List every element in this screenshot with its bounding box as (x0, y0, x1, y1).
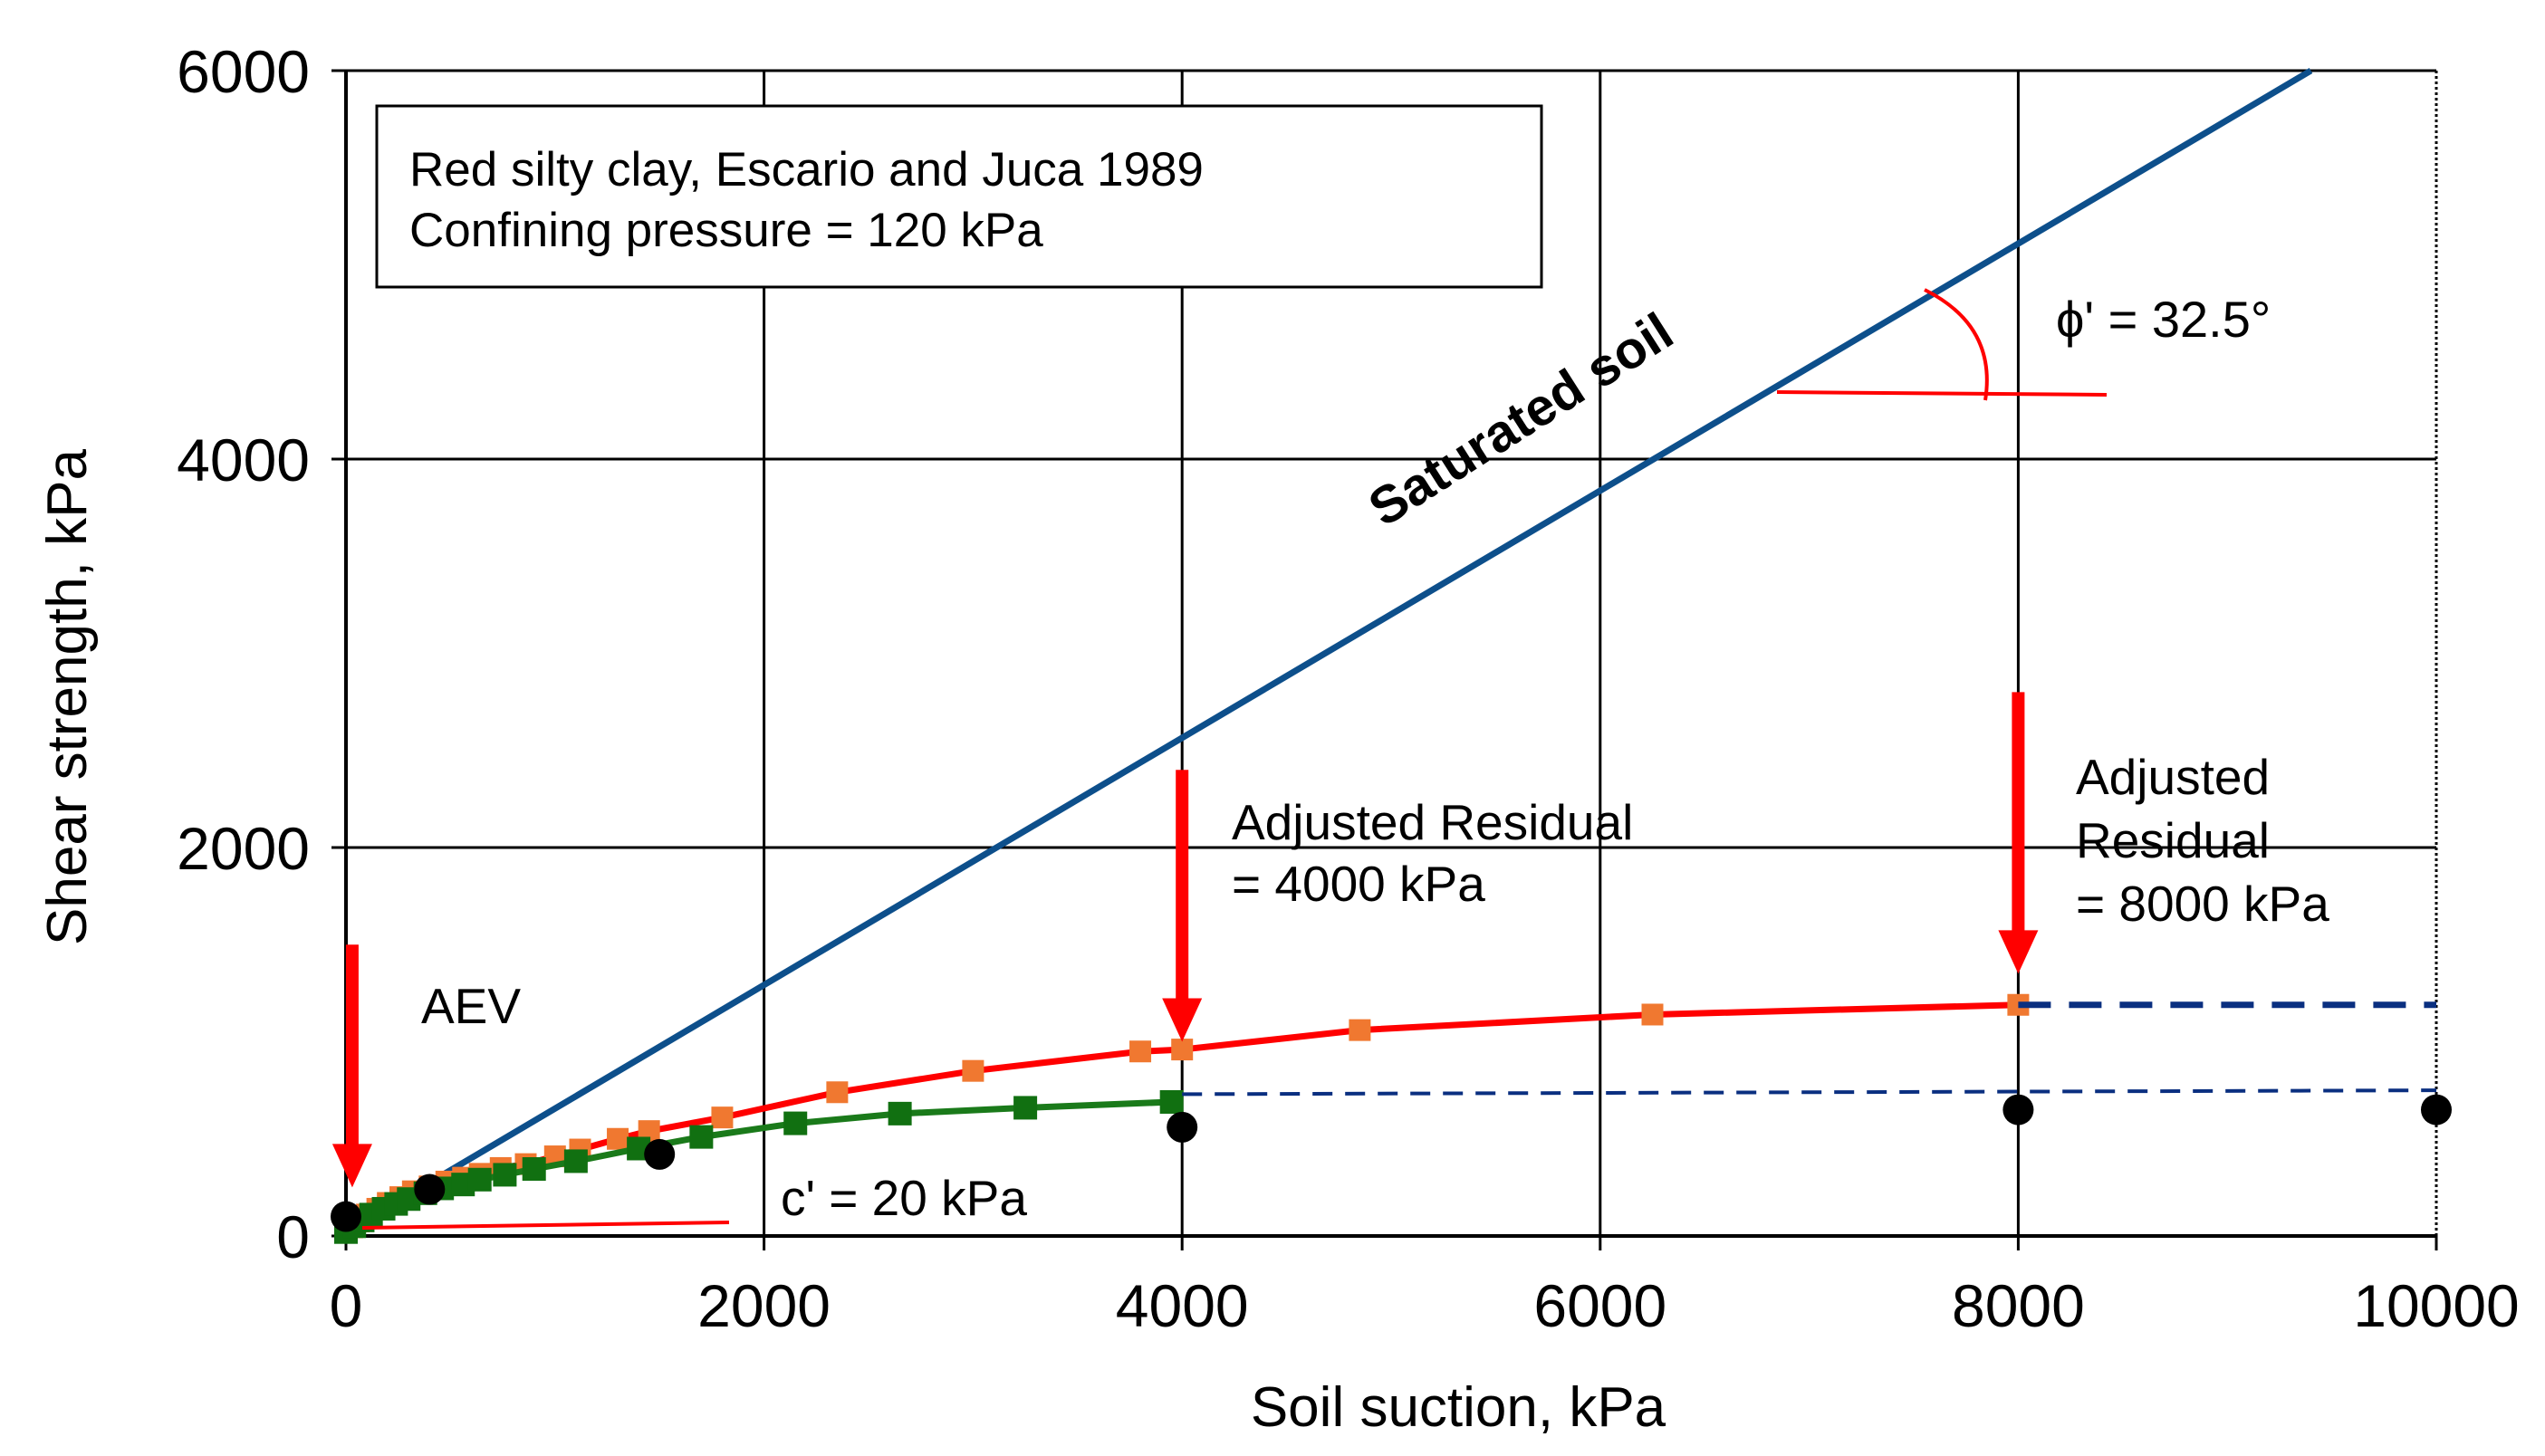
aev-label: AEV (421, 978, 521, 1034)
measured-point (1167, 1111, 1198, 1143)
info-box-line-2: Confining pressure = 120 kPa (409, 204, 1043, 257)
green-curve-marker (522, 1156, 546, 1181)
measured-point (414, 1173, 446, 1205)
cohesion-label: c' = 20 kPa (781, 1170, 1027, 1226)
x-tick-label: 6000 (1533, 1272, 1666, 1339)
green-curve-marker (689, 1125, 714, 1149)
y-tick-label: 2000 (177, 815, 310, 882)
y-axis-label: Shear strength, kPa (36, 448, 99, 944)
green-curve-marker (467, 1167, 492, 1192)
green-curve-marker (1013, 1096, 1038, 1120)
measured-point (2421, 1094, 2452, 1126)
phi-angle-arc (1924, 288, 1989, 401)
green-curve-marker (1159, 1089, 1184, 1114)
x-tick-label: 8000 (1952, 1272, 2085, 1339)
green-curve-marker (783, 1111, 808, 1135)
red-curve-marker (1129, 1040, 1152, 1063)
info-box (375, 104, 1543, 289)
red-curve-marker (1349, 1019, 1371, 1041)
residual-8000-line-1: Adjusted (2076, 749, 2270, 805)
residual-4000-line-2: = 4000 kPa (1232, 856, 1485, 912)
arrow-head (331, 1144, 372, 1188)
measured-point (331, 1201, 361, 1232)
phi-angle-label: ϕ' = 32.5° (2056, 291, 2271, 348)
info-box-line-1: Red silty clay, Escario and Juca 1989 (409, 143, 1204, 196)
green-curve-marker (493, 1163, 517, 1187)
extrapolated-dashed-line (1182, 1088, 2437, 1097)
x-tick-label: 10000 (2353, 1272, 2520, 1339)
red-curve-marker (962, 1059, 984, 1082)
red-curve-marker (1171, 1039, 1194, 1061)
measured-point (2002, 1094, 2034, 1126)
cohesion-line (361, 1221, 730, 1230)
x-tick-label: 0 (330, 1272, 363, 1339)
red-curve-marker (826, 1081, 849, 1104)
y-tick-label: 4000 (177, 426, 310, 493)
saturated-soil-line (344, 67, 2313, 1235)
y-tick-label: 6000 (177, 38, 310, 105)
green-curve-marker (888, 1101, 912, 1126)
red-curve-marker (711, 1106, 734, 1129)
x-tick-label: 2000 (697, 1272, 831, 1339)
green-curve-marker (563, 1149, 588, 1173)
x-tick-label: 4000 (1116, 1272, 1249, 1339)
measured-point (644, 1138, 676, 1170)
residual-8000-line-2: Residual (2076, 812, 2270, 868)
red-curve-marker (1641, 1003, 1664, 1026)
annotation-layer (331, 288, 2108, 1230)
arrow-head (1162, 998, 1203, 1042)
red-curve-marker (607, 1127, 629, 1150)
series-layer (331, 67, 2452, 1244)
y-tick-label: 0 (276, 1203, 310, 1270)
x-axis-label: Soil suction, kPa (1251, 1376, 1666, 1439)
residual-4000-line-1: Adjusted Residual (1232, 794, 1633, 850)
tick-labels: 0 2000 4000 6000 8000 10000 0 2000 4000 6000 (177, 38, 2520, 1339)
residual-8000-line-3: = 8000 kPa (2076, 876, 2329, 932)
phi-horizontal-line (1776, 390, 2108, 397)
arrow-head (1998, 930, 2039, 974)
